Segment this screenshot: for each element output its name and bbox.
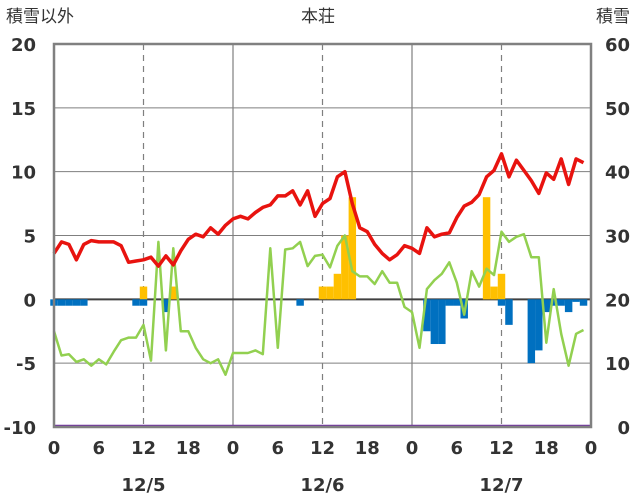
- x-tick-label: 0: [585, 438, 598, 459]
- x-tick-label: 12: [310, 438, 335, 459]
- x-tick-label: 18: [534, 438, 559, 459]
- x-tick-label: 18: [355, 438, 380, 459]
- red-series-line: [52, 152, 585, 268]
- right-axis-label: 積雪: [596, 7, 630, 27]
- neg-bar: [579, 299, 588, 306]
- neg-bar: [296, 299, 304, 306]
- x-tick-label: 6: [450, 438, 463, 459]
- right-tick-label: 40: [605, 163, 630, 184]
- neg-bar: [438, 299, 446, 345]
- right-tick-label: 20: [605, 290, 630, 311]
- x-tick-label: 0: [227, 438, 240, 459]
- chart-title: 本荘: [301, 7, 335, 27]
- date-label: 12/5: [121, 475, 165, 496]
- right-tick-label: 60: [605, 35, 630, 56]
- neg-bar: [80, 299, 88, 306]
- precip-bar: [348, 197, 357, 300]
- neg-bar: [505, 299, 513, 325]
- precip-bar: [341, 235, 349, 300]
- neg-bar: [564, 299, 573, 313]
- precip-bar: [490, 286, 498, 300]
- precip-bar: [139, 286, 148, 300]
- x-tick-label: 6: [92, 438, 105, 459]
- neg-bar: [557, 299, 565, 306]
- left-ticks: 20 15 10 5 0 -5 -10: [3, 35, 36, 439]
- x-tick-label: 12: [131, 438, 156, 459]
- precip-bar: [333, 273, 342, 300]
- left-tick-label: 5: [23, 227, 36, 248]
- plot-frame: [52, 42, 593, 429]
- neg-bar: [430, 299, 439, 345]
- precip-bar: [318, 286, 327, 300]
- left-tick-label: -10: [3, 418, 36, 439]
- left-axis-label: 積雪以外: [6, 7, 74, 27]
- neg-bar: [542, 299, 550, 313]
- gridlines: [54, 44, 591, 427]
- left-tick-label: 15: [11, 99, 36, 120]
- neg-bar: [57, 299, 66, 306]
- x-tick-label: 12: [489, 438, 514, 459]
- green-series-line: [52, 230, 585, 376]
- x-tick-label: 18: [176, 438, 201, 459]
- precip-bar: [497, 273, 506, 300]
- left-tick-label: 20: [11, 35, 36, 56]
- neg-bar: [132, 299, 140, 306]
- right-tick-label: 30: [605, 227, 630, 248]
- neg-bar: [549, 299, 558, 306]
- neg-bar: [72, 299, 81, 306]
- neg-bar: [139, 299, 148, 306]
- date-label: 12/7: [479, 475, 523, 496]
- x-ticks: 0 6 12 18 0 6 12 18 0 6 12 18 0: [48, 438, 598, 459]
- neg-bar: [162, 299, 170, 313]
- left-tick-label: 0: [23, 290, 36, 311]
- date-labels: 12/5 12/6 12/7: [121, 475, 523, 496]
- x-tick-label: 0: [406, 438, 419, 459]
- right-tick-label: 10: [605, 354, 630, 375]
- left-tick-label: -5: [16, 354, 36, 375]
- right-ticks: 60 50 40 30 20 10 0: [605, 35, 630, 439]
- neg-bar: [535, 299, 543, 351]
- neg-bar: [527, 299, 536, 364]
- x-tick-label: 6: [271, 438, 284, 459]
- precip-bar: [482, 197, 491, 300]
- left-tick-label: 10: [11, 163, 36, 184]
- precip-bar: [326, 286, 334, 300]
- precip-bar: [169, 286, 178, 300]
- plot-border: [52, 42, 593, 429]
- neg-bar: [65, 299, 73, 306]
- neg-bar: [453, 299, 461, 306]
- neg-bar: [423, 299, 431, 332]
- date-label: 12/6: [300, 475, 344, 496]
- right-tick-label: 0: [617, 418, 630, 439]
- neg-bar: [497, 299, 506, 306]
- right-tick-label: 50: [605, 99, 630, 120]
- neg-bar: [445, 299, 454, 306]
- neg-bar: [572, 299, 580, 302]
- x-tick-label: 0: [48, 438, 61, 459]
